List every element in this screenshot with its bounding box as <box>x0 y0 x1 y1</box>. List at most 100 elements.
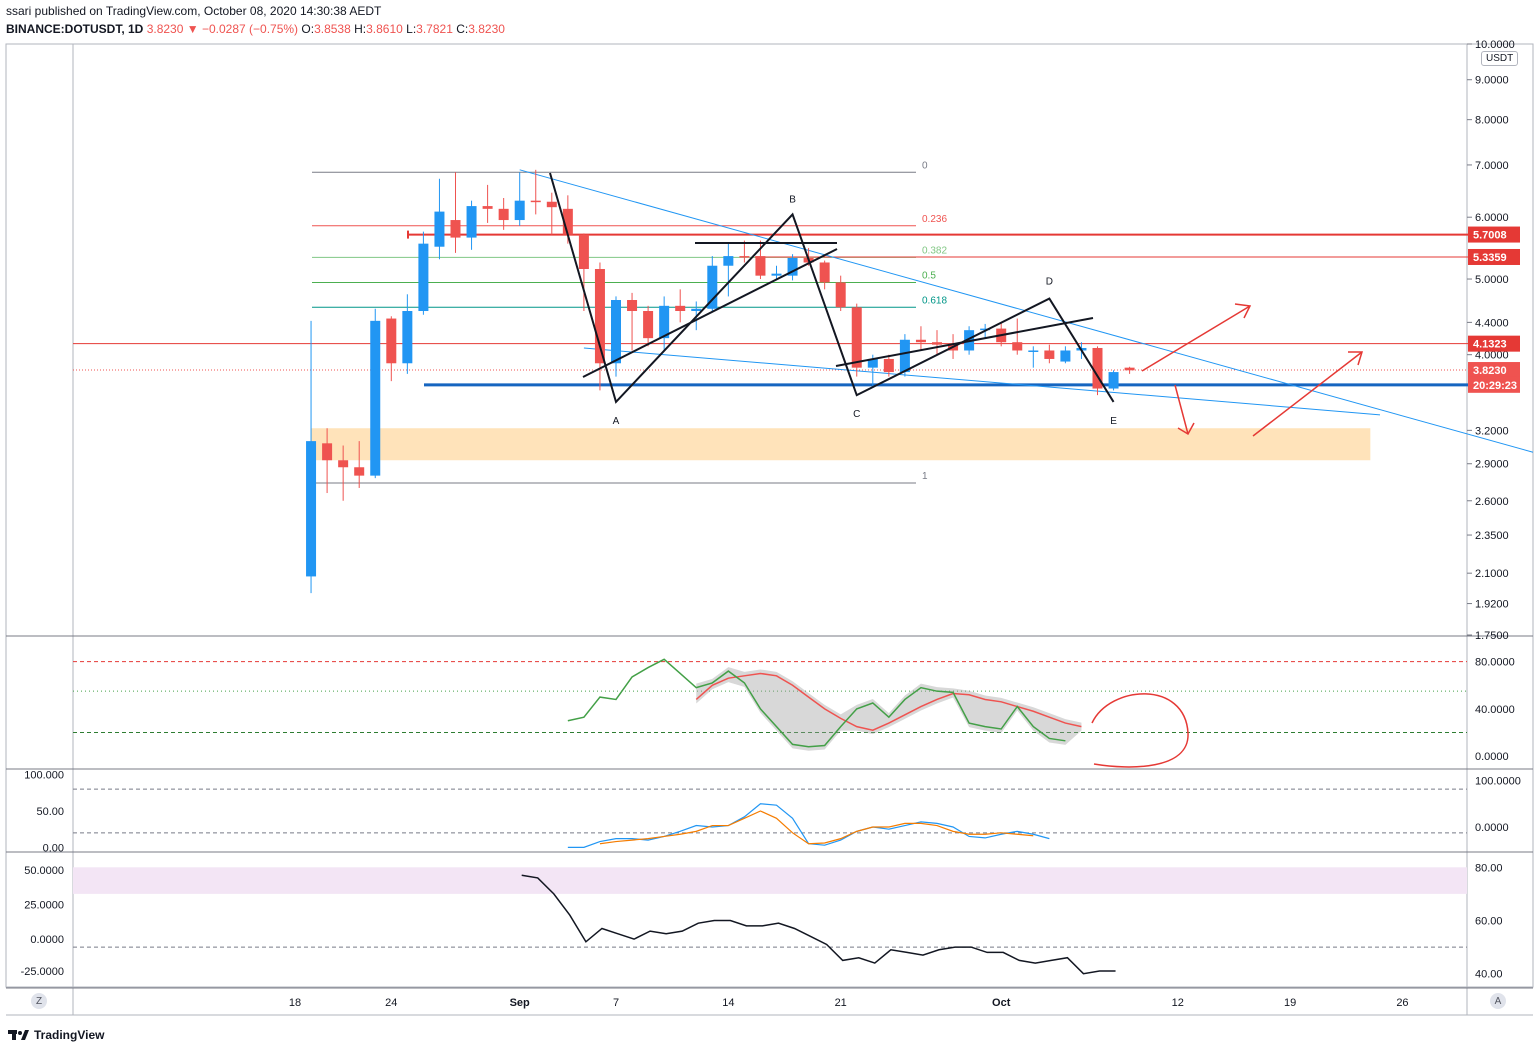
price-tick-label: 2.3500 <box>1475 530 1509 542</box>
price-tick-label: 10.0000 <box>1475 39 1515 51</box>
candle-body <box>562 208 573 235</box>
candle-body <box>691 308 702 312</box>
momentum-left-tick-label: 25.0000 <box>24 900 64 912</box>
candle-body <box>883 358 894 373</box>
momentum-band <box>73 867 1467 894</box>
auto-scale-left-button[interactable]: Z <box>31 993 47 1009</box>
price-tick-label: 5.0000 <box>1475 274 1509 286</box>
price-tick-label: 2.9000 <box>1475 459 1509 471</box>
pattern-label-c: C <box>853 409 860 420</box>
price-tag-text: 4.1323 <box>1473 339 1507 351</box>
candle-body <box>482 206 493 209</box>
stoch-tick-label: 40.0000 <box>1475 704 1515 716</box>
candle-body <box>546 201 557 208</box>
candle-body <box>787 257 798 276</box>
price-tag-text: 3.8230 <box>1473 365 1507 377</box>
stoch-tick-label: 80.0000 <box>1475 657 1515 669</box>
time-tick-label: 7 <box>613 997 619 1009</box>
candle-body <box>1092 347 1103 389</box>
osc-left-tick-label: 50.00 <box>36 806 64 818</box>
projection-arrow-up-1 <box>1141 305 1251 372</box>
time-tick-label: 24 <box>385 997 397 1009</box>
candle-body <box>1012 342 1023 351</box>
fib-level-label: 0.236 <box>922 214 947 225</box>
candle-body <box>851 307 862 368</box>
momentum-line <box>521 874 1116 975</box>
candle-body <box>755 256 766 276</box>
price-tick-label: 2.6000 <box>1475 496 1509 508</box>
close-value: 3.8230 <box>468 22 505 36</box>
fib-level-label: 0.618 <box>922 295 947 306</box>
momentum-left-tick-label: 50.0000 <box>24 865 64 877</box>
candle-body <box>530 200 541 203</box>
high-value: 3.8610 <box>366 22 403 36</box>
time-tick-label: 14 <box>722 997 734 1009</box>
time-tick-label: 21 <box>835 997 847 1009</box>
candle-body <box>659 305 670 339</box>
candle-body <box>1060 350 1071 362</box>
candle-body <box>932 342 942 345</box>
high-label: H: <box>354 22 367 36</box>
candle-body <box>434 211 445 247</box>
price-tick-label: 9.0000 <box>1475 75 1509 87</box>
osc-right-tick-label: 100.0000 <box>1475 775 1521 787</box>
candle-body <box>867 358 878 368</box>
projection-arrow-head-3 <box>1348 351 1364 366</box>
osc-left-tick-label: 100.000 <box>24 770 64 782</box>
published-by: ssari published on TradingView.com, Octo… <box>6 4 382 18</box>
price-tag-text: 20:29:23 <box>1473 380 1517 392</box>
time-tick-label: Sep <box>510 997 530 1009</box>
price-tick-label: 7.0000 <box>1475 160 1509 172</box>
demand-zone <box>311 428 1371 461</box>
momentum-right-tick-label: 40.00 <box>1475 969 1503 981</box>
candle-body <box>354 467 365 476</box>
candle-body <box>370 320 381 476</box>
candle-body <box>611 300 621 364</box>
candle-body <box>627 300 638 312</box>
candle-body <box>1108 372 1119 389</box>
momentum-left-tick-label: -25.0000 <box>21 966 64 978</box>
price-tag-box <box>1468 248 1520 265</box>
candle-body <box>418 243 429 312</box>
hand-drawn-circle <box>1091 693 1189 768</box>
candle-body <box>450 220 461 238</box>
price-tick-label: 4.0000 <box>1475 350 1509 362</box>
candle-body <box>1028 350 1039 352</box>
lower-trendline <box>583 347 1381 416</box>
chart-frame <box>5 43 1534 988</box>
pattern-label-e: E <box>1110 416 1117 427</box>
footer-brand-text: TradingView <box>34 1028 105 1042</box>
candle-body <box>771 273 782 276</box>
momentum-right-tick-label: 60.00 <box>1475 916 1503 928</box>
tradingview-logo-icon <box>8 1030 29 1040</box>
open-label: O: <box>301 22 315 36</box>
open-value: 3.8538 <box>314 22 351 36</box>
candle-body <box>338 460 349 468</box>
time-tick-label: 26 <box>1396 997 1408 1009</box>
auto-scale-right-button[interactable]: A <box>1490 993 1506 1009</box>
symbol-ohlc: BINANCE:DOTUSDT, 1D 3.8230 ▼ −0.0287 (−0… <box>6 22 505 36</box>
candle-body <box>498 208 509 221</box>
price-tick-label: 2.1000 <box>1475 568 1509 580</box>
price-tick-label: 6.0000 <box>1475 212 1509 224</box>
price-tick-label: 1.9200 <box>1475 599 1509 611</box>
candle-body <box>306 441 317 577</box>
currency-badge[interactable]: USDT <box>1481 51 1519 66</box>
symbol-label[interactable]: BINANCE:DOTUSDT, 1D <box>6 22 144 36</box>
price-tag-text: 5.7008 <box>1473 230 1507 242</box>
stoch-k-line <box>567 658 1066 748</box>
candle-body <box>402 311 413 364</box>
projection-arrow-head-1 <box>1234 303 1252 319</box>
low-value: 3.7821 <box>416 22 453 36</box>
fib-level-label: 0.5 <box>922 270 936 281</box>
projection-arrow-up-2 <box>1252 351 1363 437</box>
last-price: 3.8230 <box>146 22 184 36</box>
candle-body <box>835 282 846 308</box>
candle-body <box>514 200 525 221</box>
price-tag-box <box>1468 376 1520 393</box>
footer-brand[interactable]: TradingView <box>8 1028 104 1042</box>
candle-body <box>899 339 910 373</box>
candle-body <box>322 443 333 461</box>
stoch-cloud <box>696 667 1082 751</box>
